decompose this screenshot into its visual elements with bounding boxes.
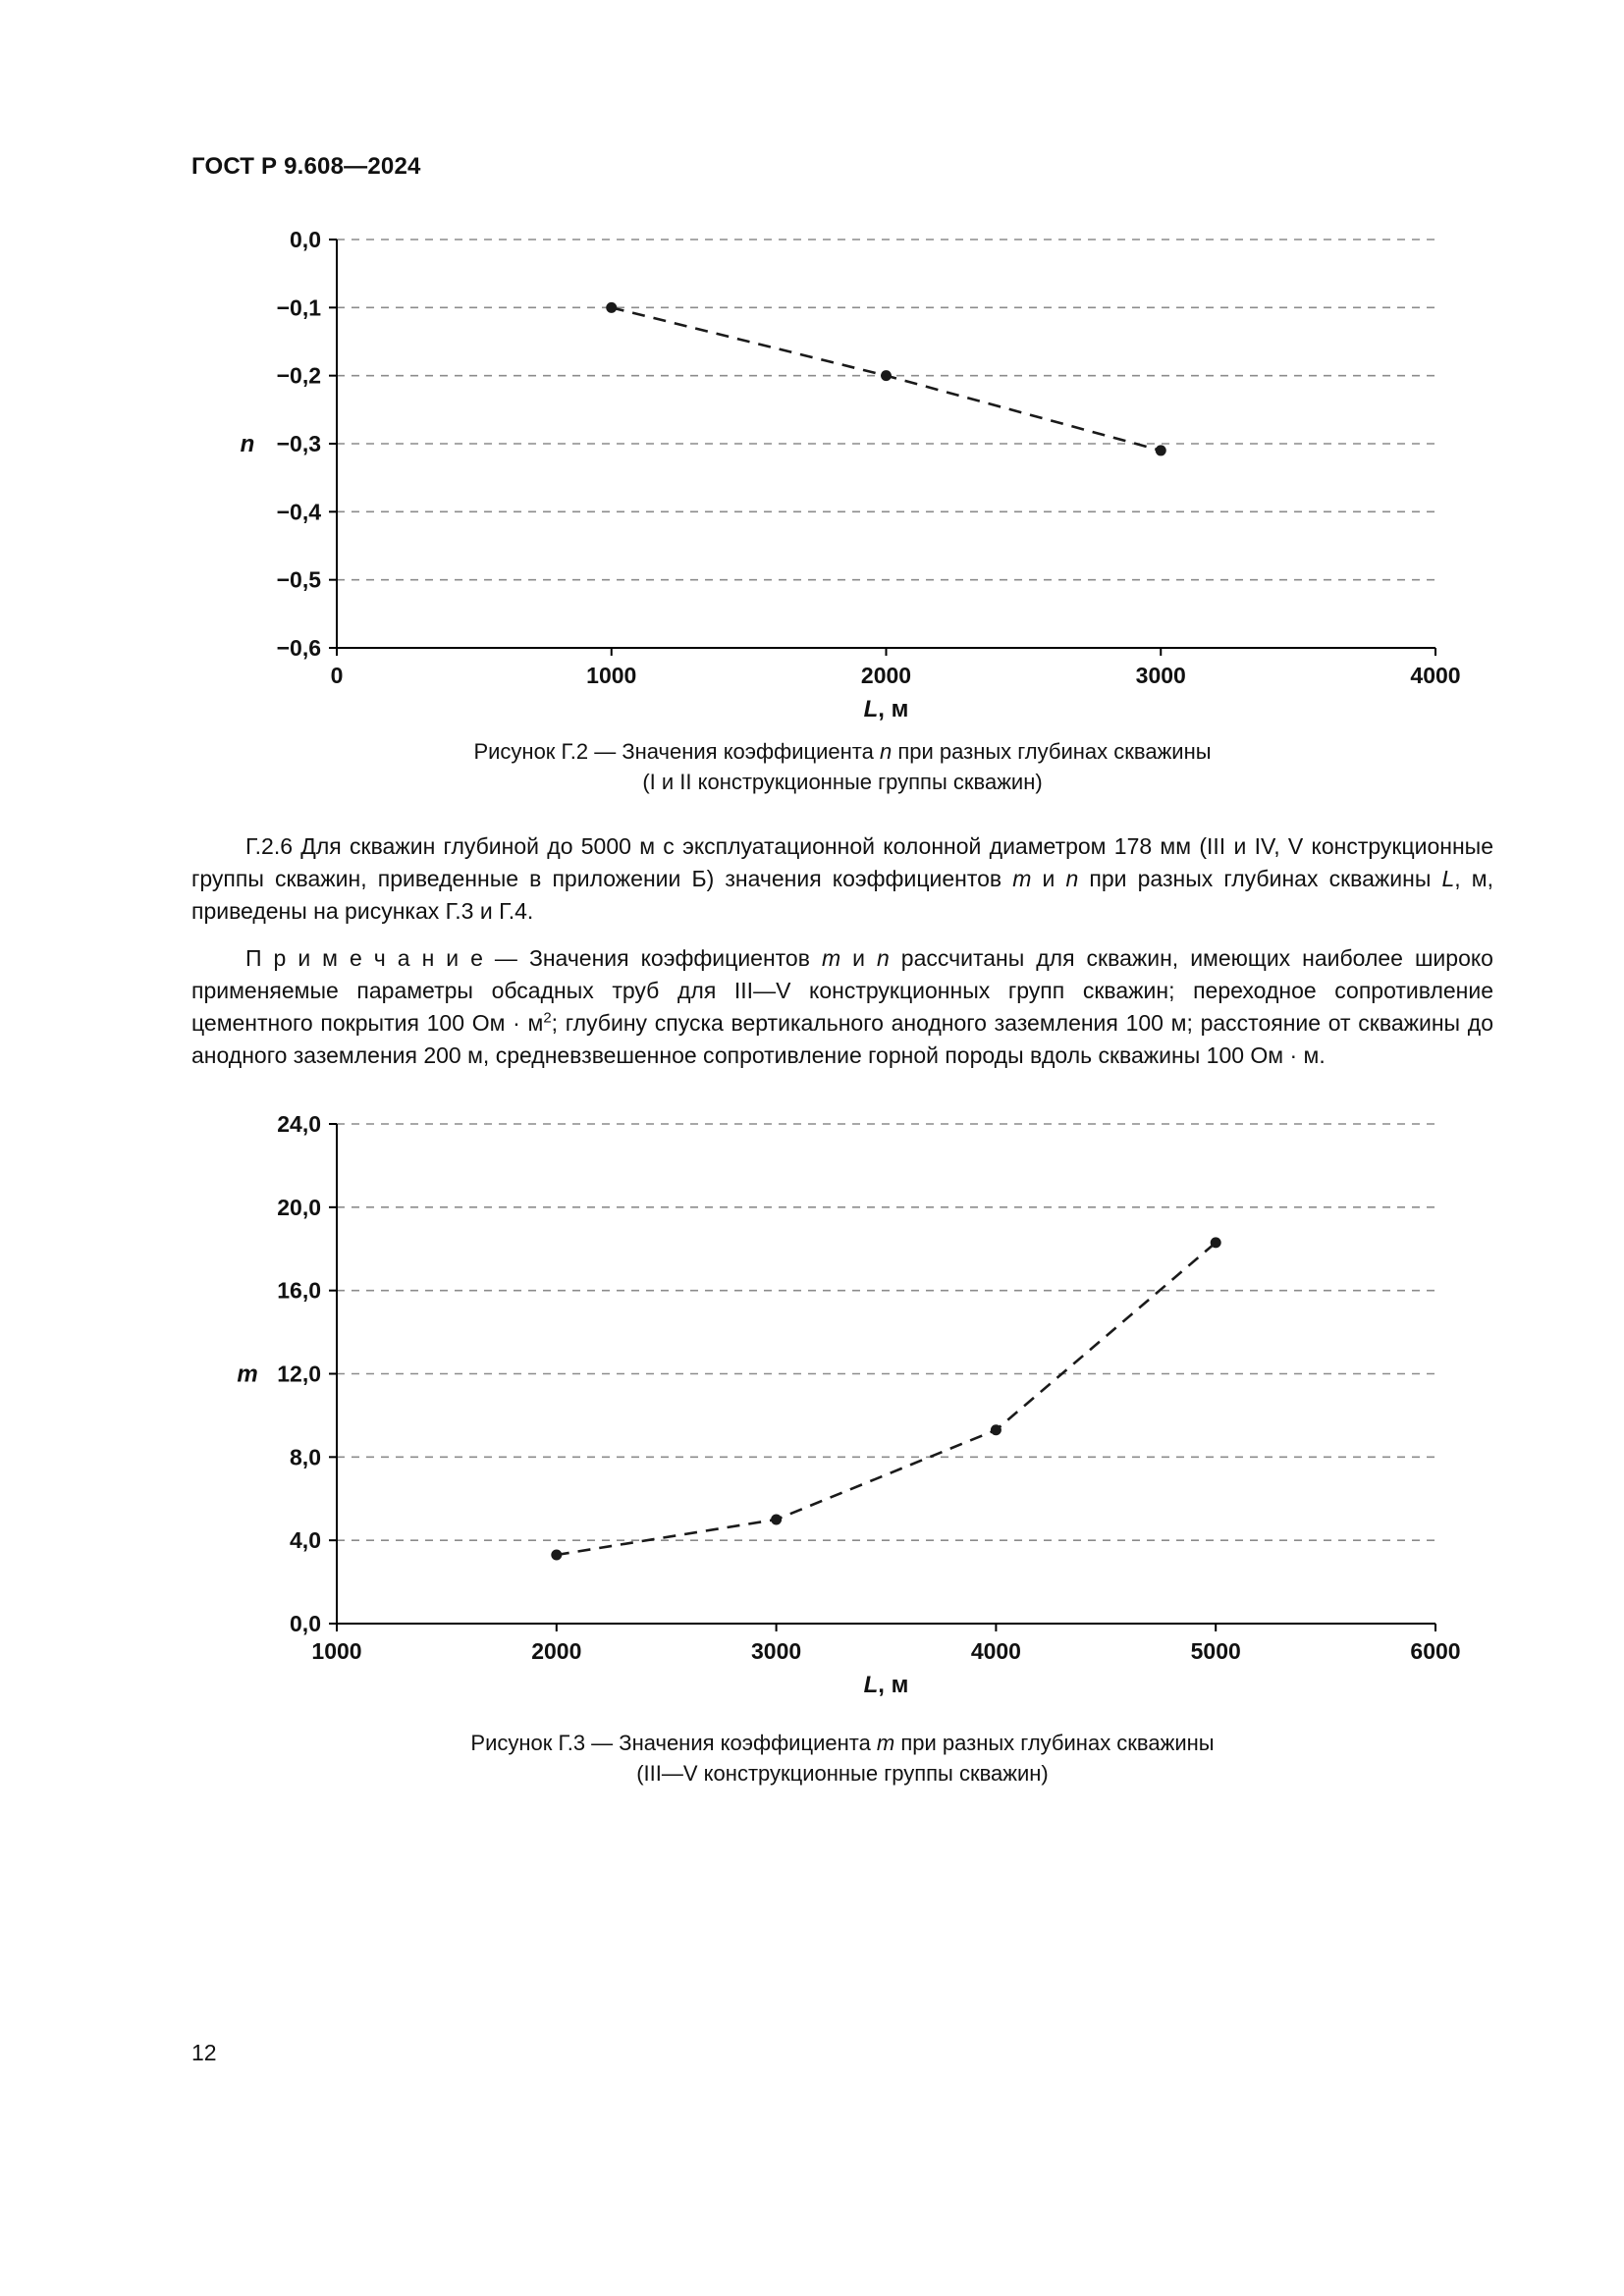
note-paragraph: П р и м е ч а н и е — Значения коэффицие… <box>191 942 1493 1072</box>
svg-text:−0,5: −0,5 <box>277 567 322 593</box>
var-m: m <box>821 945 841 971</box>
figure-g2-chart: 0,0 −0,1 −0,2 −0,3 −0,4 −0,5 −0,6 0 1000 2000 3000… <box>187 192 1502 742</box>
var-m: m <box>876 1731 895 1755</box>
gridlines <box>337 1123 1435 1541</box>
y-axis-title: n <box>241 431 255 457</box>
svg-text:0: 0 <box>331 663 344 688</box>
tick-labels: 0,0 −0,1 −0,2 −0,3 −0,4 −0,5 −0,6 0 1000 2000 3000… <box>277 227 1461 688</box>
data-point <box>551 1549 563 1561</box>
figure-g2-caption-line2: (I и II конструкционные группы скважин) <box>642 770 1043 794</box>
svg-text:3000: 3000 <box>1136 663 1186 688</box>
svg-text:−0,6: −0,6 <box>277 635 321 661</box>
figure-g3-caption-line2: (III—V конструкционные группы скважин) <box>636 1761 1049 1786</box>
svg-text:−0,1: −0,1 <box>277 294 322 320</box>
text-run: Рисунок Г.3 — Значения коэффициента <box>470 1731 877 1755</box>
data-point <box>990 1424 1001 1436</box>
chart-svg-g3: 0,0 4,0 8,0 12,0 16,0 20,0 24,0 1000 2000 3000 400… <box>237 1111 1460 1698</box>
svg-text:12,0: 12,0 <box>277 1362 321 1387</box>
svg-text:−0,3: −0,3 <box>277 431 321 456</box>
svg-text:4000: 4000 <box>1410 663 1460 688</box>
svg-text:1000: 1000 <box>586 663 636 688</box>
series-line <box>556 1241 1218 1557</box>
text-run: Рисунок Г.2 — Значения коэффициента <box>473 739 880 764</box>
svg-text:0,0: 0,0 <box>290 1611 321 1636</box>
superscript-2: 2 <box>543 1009 552 1027</box>
text-run: и <box>840 945 877 971</box>
figure-g2-caption: Рисунок Г.2 — Значения коэффициента n пр… <box>191 736 1493 797</box>
figure-g3-caption-line1: Рисунок Г.3 — Значения коэффициента m пр… <box>191 1728 1493 1758</box>
var-n: n <box>879 739 893 764</box>
var-n: n <box>1065 866 1079 891</box>
svg-text:3000: 3000 <box>751 1638 801 1664</box>
svg-text:−0,2: −0,2 <box>277 363 321 389</box>
document-header: ГОСТ Р 9.608—2024 <box>191 153 421 180</box>
svg-text:16,0: 16,0 <box>277 1278 321 1304</box>
svg-text:4000: 4000 <box>971 1638 1021 1664</box>
axes <box>329 1123 1436 1631</box>
svg-text:20,0: 20,0 <box>277 1195 321 1220</box>
data-point <box>606 301 618 313</box>
text-run: , м, приведены на рисунках Г.3 и Г.4. <box>191 866 1493 924</box>
paragraph-g2-6: Г.2.6 Для скважин глубиной до 5000 м с э… <box>191 830 1493 928</box>
svg-text:−0,4: −0,4 <box>277 499 322 524</box>
svg-text:2000: 2000 <box>861 663 911 688</box>
text-run: и <box>1031 866 1066 891</box>
y-axis-title: m <box>237 1362 257 1388</box>
text-run: П р и м е ч а н и е — Значения коэффицие… <box>245 945 822 971</box>
data-point <box>1210 1237 1221 1249</box>
text-run: при разных глубинах скважины <box>894 1731 1215 1755</box>
svg-text:0,0: 0,0 <box>290 227 321 252</box>
svg-text:5000: 5000 <box>1191 1638 1241 1664</box>
axes <box>329 239 1436 656</box>
gridlines <box>337 239 1435 581</box>
x-axis-title: L, м <box>864 696 909 722</box>
svg-text:6000: 6000 <box>1410 1638 1460 1664</box>
figure-g2-caption-line1: Рисунок Г.2 — Значения коэффициента n пр… <box>191 736 1493 767</box>
var-m: m <box>1012 866 1032 891</box>
svg-text:24,0: 24,0 <box>277 1111 321 1137</box>
text-run: ; глубину спуска вертикального анодного … <box>191 1010 1494 1068</box>
chart-svg-g2: 0,0 −0,1 −0,2 −0,3 −0,4 −0,5 −0,6 0 1000 2000 3000… <box>241 227 1461 722</box>
text-run: при разных глубинах скважины <box>892 739 1212 764</box>
var-n: n <box>876 945 890 971</box>
var-L: L <box>1441 866 1455 891</box>
tick-labels: 0,0 4,0 8,0 12,0 16,0 20,0 24,0 1000 2000 3000 400… <box>277 1111 1460 1664</box>
data-point <box>771 1514 783 1525</box>
text-run: при разных глубинах скважины <box>1078 866 1442 891</box>
text-run: Г.2.6 Для скважин глубиной до 5000 м с э… <box>191 833 1493 891</box>
figure-g3-chart: 0,0 4,0 8,0 12,0 16,0 20,0 24,0 1000 2000 3000 400… <box>187 1097 1502 1706</box>
data-point <box>881 370 892 382</box>
text-run: рассчитаны для скважин, имеющих наиболее… <box>191 945 1493 1036</box>
figure-g3-caption: Рисунок Г.3 — Значения коэффициента m пр… <box>191 1728 1493 1789</box>
data-point <box>1155 445 1166 456</box>
x-axis-title: L, м <box>864 1672 909 1698</box>
svg-text:1000: 1000 <box>311 1638 361 1664</box>
svg-text:4,0: 4,0 <box>290 1527 321 1553</box>
svg-text:8,0: 8,0 <box>290 1444 321 1469</box>
page-number: 12 <box>191 2040 217 2065</box>
svg-text:2000: 2000 <box>531 1638 581 1664</box>
